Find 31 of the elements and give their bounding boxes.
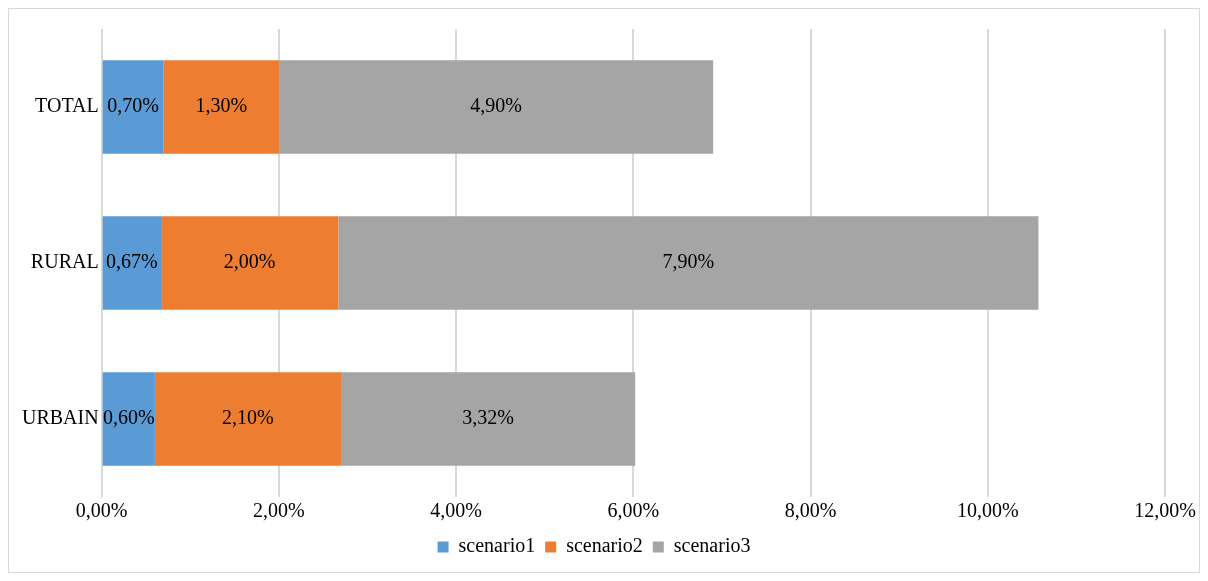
- bar: [163, 60, 279, 154]
- y-tick-label: URBAIN: [22, 406, 99, 429]
- bar: [102, 216, 162, 310]
- bar: [340, 372, 636, 466]
- data-label: 7,90%: [662, 250, 715, 273]
- data-label: 2,00%: [223, 250, 276, 273]
- x-tick-label: 4,00%: [430, 499, 483, 522]
- bar: [102, 372, 155, 466]
- data-label: 0,70%: [107, 94, 160, 117]
- bar: [338, 216, 1039, 310]
- data-label: 1,30%: [195, 94, 248, 117]
- x-tick-label: 0,00%: [75, 499, 128, 522]
- x-tick-label: 12,00%: [1134, 499, 1197, 522]
- bar: [154, 372, 341, 466]
- legend-label: scenario1: [458, 534, 536, 557]
- data-label: 0,67%: [106, 250, 158, 273]
- bar: [161, 216, 339, 310]
- x-tick-label: 6,00%: [607, 499, 660, 522]
- data-label: 3,32%: [462, 406, 514, 429]
- legend-label: scenario3: [673, 534, 751, 557]
- data-label: 2,10%: [222, 406, 274, 429]
- legend-label: scenario2: [566, 534, 643, 557]
- y-tick-label: RURAL: [30, 250, 99, 273]
- bar: [102, 60, 164, 154]
- data-label: 4,90%: [470, 94, 522, 117]
- bar: [278, 60, 714, 154]
- y-tick-label: TOTAL: [35, 94, 99, 117]
- data-label: 0,60%: [102, 406, 155, 429]
- x-tick-label: 8,00%: [784, 499, 837, 522]
- x-tick-label: 2,00%: [253, 499, 305, 522]
- x-tick-label: 10,00%: [957, 499, 1019, 522]
